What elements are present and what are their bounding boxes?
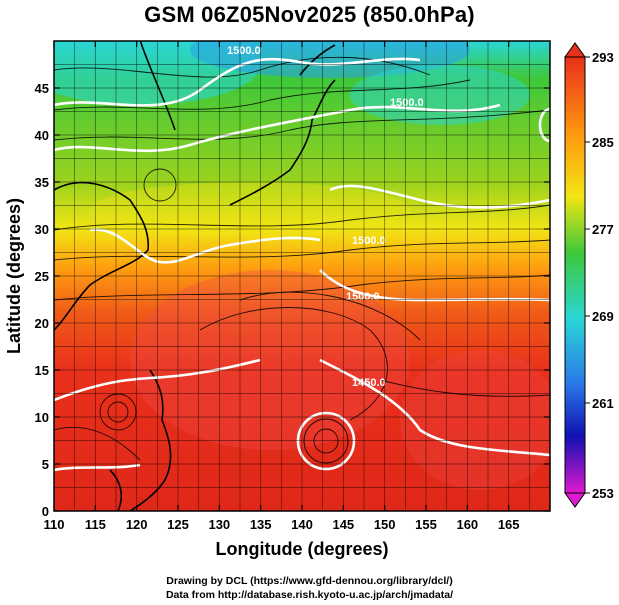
y-tick-label: 30 (35, 222, 49, 237)
x-tick-label: 130 (208, 517, 230, 532)
x-tick-label: 155 (415, 517, 437, 532)
contour-label: 1500.0 (390, 97, 424, 109)
contour-label: 1500.0 (227, 45, 261, 57)
x-tick-label: 115 (85, 517, 106, 532)
x-tick-label: 160 (456, 517, 478, 532)
y-tick-label: 20 (35, 316, 49, 331)
contour-label: 1450.0 (352, 377, 386, 389)
y-tick-label: 10 (35, 410, 49, 425)
colorbar-tick-label: 277 (592, 222, 614, 237)
streamlines (54, 56, 550, 464)
contour-label: 1500.0 (352, 235, 386, 247)
axis-ticks (53, 41, 550, 512)
colorbar: 293 285 277 269 261 253 (564, 42, 614, 508)
colorbar-tick-labels: 293 285 277 269 261 253 (592, 50, 614, 501)
y-tick-label: 35 (35, 175, 49, 190)
colorbar-bottom-arrow (564, 492, 586, 508)
height-contours (54, 57, 550, 472)
contour-label: 1500.0 (346, 291, 380, 303)
credit-drawing: Drawing by DCL (https://www.gfd-dennou.o… (166, 575, 453, 587)
y-axis-title: Latitude (degrees) (4, 198, 24, 354)
x-tick-label: 165 (498, 517, 520, 532)
x-tick-label: 135 (250, 517, 272, 532)
y-tick-label: 0 (42, 504, 49, 519)
x-tick-labels: 110 115 120 125 130 135 140 145 150 155 160 165 (44, 517, 520, 532)
colorbar-tick-label: 253 (592, 486, 614, 501)
y-tick-label: 15 (35, 363, 49, 378)
y-tick-label: 45 (35, 81, 49, 96)
colorbar-top-arrow (564, 42, 586, 58)
x-tick-label: 145 (332, 517, 354, 532)
colorbar-scale (564, 56, 586, 494)
map-title: GSM 06Z05Nov2025 (850.0hPa) (144, 2, 475, 27)
x-tick-label: 150 (374, 517, 396, 532)
colorbar-tick-label: 269 (592, 309, 614, 324)
credit-data: Data from http://database.rish.kyoto-u.a… (165, 589, 454, 601)
y-tick-label: 25 (35, 269, 49, 284)
map-grid (54, 41, 550, 511)
colorbar-ticks (585, 56, 590, 494)
x-tick-label: 140 (291, 517, 313, 532)
y-tick-labels: 0 5 10 15 20 25 30 35 40 45 (35, 81, 49, 519)
x-tick-label: 125 (167, 517, 189, 532)
temperature-field (54, 41, 550, 511)
contour-label-group: 1500.0 1500.0 1500.0 1500.0 1450.0 (227, 45, 424, 389)
y-tick-label: 40 (35, 128, 49, 143)
y-tick-label: 5 (42, 457, 49, 472)
x-tick-label: 110 (44, 517, 65, 532)
colorbar-tick-label: 293 (592, 50, 614, 65)
x-tick-label: 120 (126, 517, 148, 532)
colorbar-tick-label: 285 (592, 135, 614, 150)
colorbar-tick-label: 261 (592, 396, 614, 411)
x-axis-title: Longitude (degrees) (215, 539, 388, 559)
